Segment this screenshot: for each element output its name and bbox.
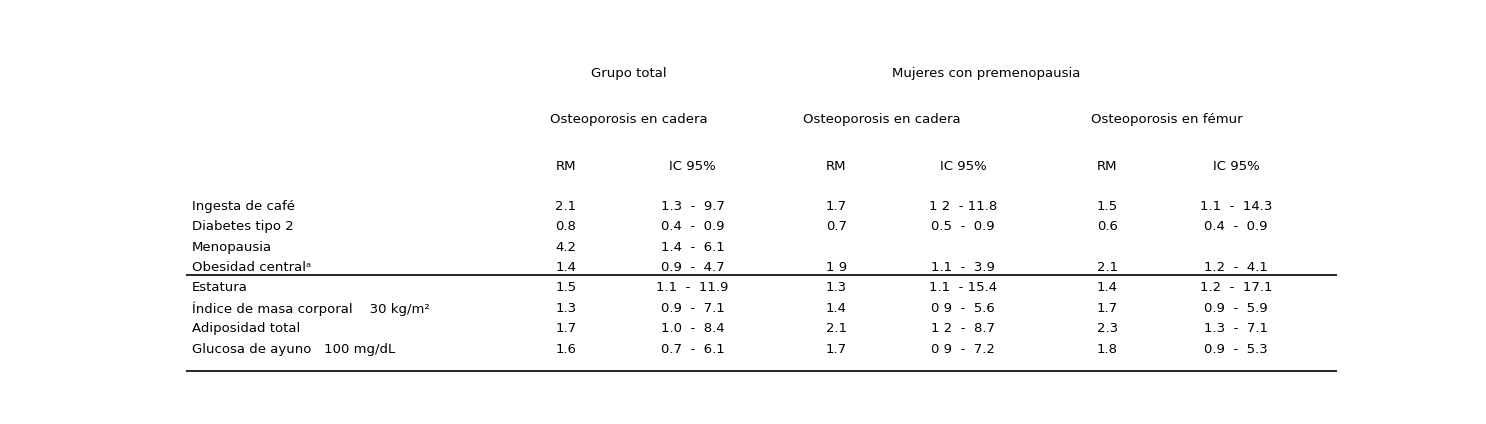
Text: Grupo total: Grupo total: [591, 67, 667, 80]
Text: 1.7: 1.7: [1097, 302, 1117, 315]
Text: 1.5: 1.5: [1097, 200, 1117, 213]
Text: Ingesta de café: Ingesta de café: [192, 200, 294, 213]
Text: 0.9  -  7.1: 0.9 - 7.1: [661, 302, 724, 315]
Text: 1.8: 1.8: [1097, 343, 1117, 356]
Text: 1.1  -  11.9: 1.1 - 11.9: [657, 282, 728, 295]
Text: Obesidad centralᵃ: Obesidad centralᵃ: [192, 261, 311, 274]
Text: 0.8: 0.8: [556, 220, 577, 233]
Text: 1.1  - 15.4: 1.1 - 15.4: [929, 282, 997, 295]
Text: Menopausia: Menopausia: [192, 241, 272, 254]
Text: 1.4: 1.4: [1097, 282, 1117, 295]
Text: 0.5  -  0.9: 0.5 - 0.9: [932, 220, 996, 233]
Text: 1.4: 1.4: [556, 261, 577, 274]
Text: 1.5: 1.5: [556, 282, 577, 295]
Text: IC 95%: IC 95%: [1213, 160, 1260, 173]
Text: Estatura: Estatura: [192, 282, 247, 295]
Text: 0.9  -  4.7: 0.9 - 4.7: [661, 261, 724, 274]
Text: 2.1: 2.1: [826, 322, 847, 335]
Text: 1.3  -  7.1: 1.3 - 7.1: [1204, 322, 1268, 335]
Text: 1.6: 1.6: [556, 343, 577, 356]
Text: 1.4: 1.4: [826, 302, 847, 315]
Text: 1 9: 1 9: [826, 261, 847, 274]
Text: 1.7: 1.7: [826, 343, 847, 356]
Text: 0.4  -  0.9: 0.4 - 0.9: [661, 220, 724, 233]
Text: 0.9  -  5.9: 0.9 - 5.9: [1204, 302, 1268, 315]
Text: RM: RM: [1097, 160, 1117, 173]
Text: Osteoporosis en cadera: Osteoporosis en cadera: [550, 113, 707, 126]
Text: 2.1: 2.1: [1097, 261, 1117, 274]
Text: 1.3: 1.3: [826, 282, 847, 295]
Text: Glucosa de ayuno   100 mg/dL: Glucosa de ayuno 100 mg/dL: [192, 343, 395, 356]
Text: 0 9  -  5.6: 0 9 - 5.6: [932, 302, 996, 315]
Text: Diabetes tipo 2: Diabetes tipo 2: [192, 220, 293, 233]
Text: 1.2  -  4.1: 1.2 - 4.1: [1204, 261, 1268, 274]
Text: 0.7: 0.7: [826, 220, 847, 233]
Text: 0 9  -  7.2: 0 9 - 7.2: [932, 343, 996, 356]
Text: 0.4  -  0.9: 0.4 - 0.9: [1204, 220, 1268, 233]
Text: RM: RM: [826, 160, 847, 173]
Text: Osteoporosis en cadera: Osteoporosis en cadera: [802, 113, 960, 126]
Text: 2.1: 2.1: [556, 200, 577, 213]
Text: 0.7  -  6.1: 0.7 - 6.1: [661, 343, 724, 356]
Text: 1.1  -  14.3: 1.1 - 14.3: [1199, 200, 1272, 213]
Text: RM: RM: [556, 160, 577, 173]
Text: 0.6: 0.6: [1097, 220, 1117, 233]
Text: IC 95%: IC 95%: [669, 160, 716, 173]
Text: Índice de masa corporal    30 kg/m²: Índice de masa corporal 30 kg/m²: [192, 301, 429, 315]
Text: 1.4  -  6.1: 1.4 - 6.1: [661, 241, 724, 254]
Text: Mujeres con premenopausia: Mujeres con premenopausia: [892, 67, 1080, 80]
Text: Adiposidad total: Adiposidad total: [192, 322, 300, 335]
Text: Osteoporosis en fémur: Osteoporosis en fémur: [1091, 113, 1242, 126]
Text: 1.0  -  8.4: 1.0 - 8.4: [661, 322, 724, 335]
Text: 4.2: 4.2: [556, 241, 577, 254]
Text: 1.7: 1.7: [826, 200, 847, 213]
Text: 0.9  -  5.3: 0.9 - 5.3: [1204, 343, 1268, 356]
Text: 1.3  -  9.7: 1.3 - 9.7: [661, 200, 724, 213]
Text: 1 2  -  8.7: 1 2 - 8.7: [932, 322, 996, 335]
Text: 1.3: 1.3: [556, 302, 577, 315]
Text: 1.7: 1.7: [556, 322, 577, 335]
Text: 1 2  - 11.8: 1 2 - 11.8: [929, 200, 997, 213]
Text: IC 95%: IC 95%: [939, 160, 987, 173]
Text: 1.1  -  3.9: 1.1 - 3.9: [932, 261, 996, 274]
Text: 1.2  -  17.1: 1.2 - 17.1: [1199, 282, 1272, 295]
Text: 2.3: 2.3: [1097, 322, 1117, 335]
